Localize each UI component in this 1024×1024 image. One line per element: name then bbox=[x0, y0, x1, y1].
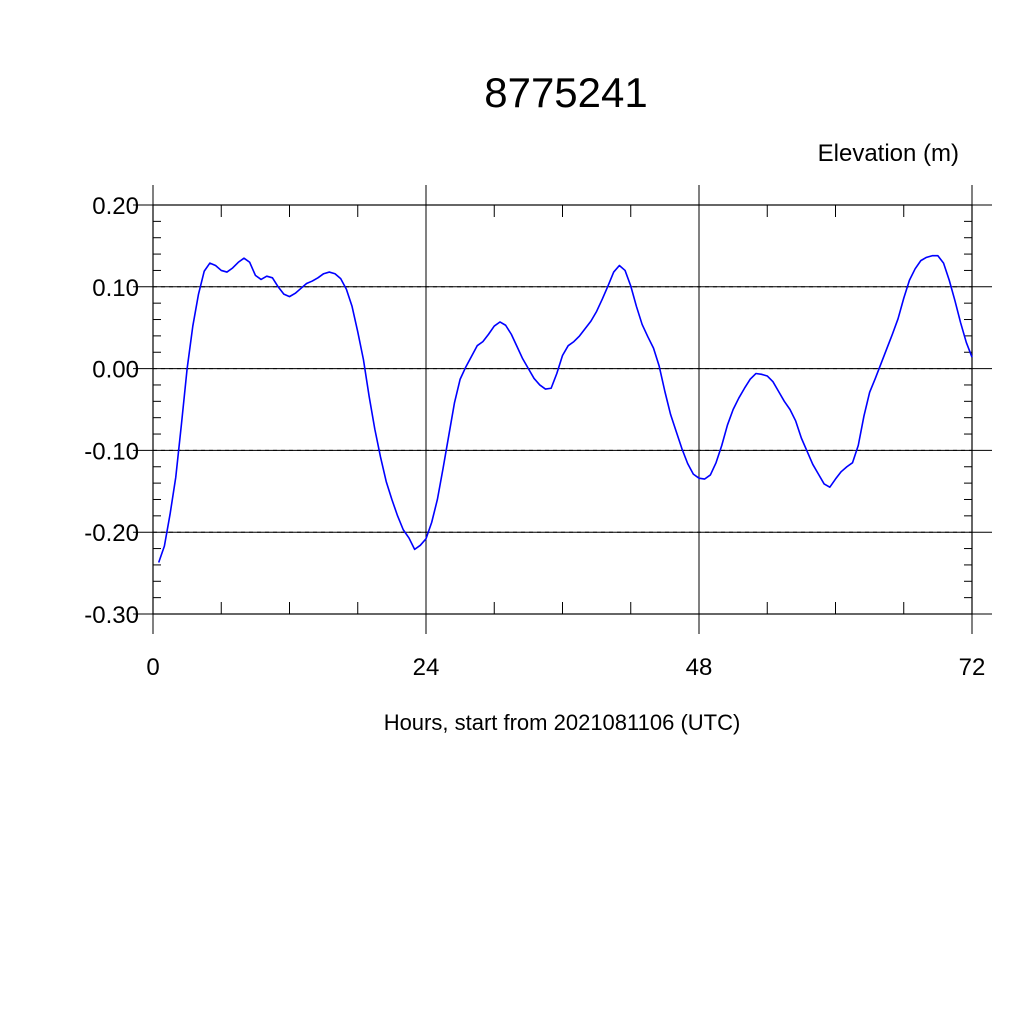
y-tick-label: -0.20 bbox=[84, 520, 139, 547]
x-tick-label: 24 bbox=[413, 654, 440, 681]
y-axis-label: Elevation (m) bbox=[818, 140, 959, 167]
x-axis-label: Hours, start from 2021081106 (UTC) bbox=[384, 710, 741, 735]
x-tick-label: 72 bbox=[959, 654, 986, 681]
chart-title: 8775241 bbox=[484, 69, 648, 116]
y-tick-label: 0.20 bbox=[92, 193, 139, 220]
y-tick-label: 0.10 bbox=[92, 275, 139, 302]
plot-frame bbox=[152, 204, 973, 615]
y-tick-label: -0.10 bbox=[84, 438, 139, 465]
y-tick-label: 0.00 bbox=[92, 357, 139, 384]
series-line bbox=[157, 254, 973, 563]
x-tick-label: 0 bbox=[146, 654, 159, 681]
series-layer bbox=[157, 254, 973, 563]
y-tick-label: -0.30 bbox=[84, 602, 139, 629]
tick-labels: 0.20 0.10 0.00 -0.10 -0.20 -0.30 0 24 48 72 bbox=[84, 193, 985, 681]
x-tick-label: 48 bbox=[686, 654, 713, 681]
